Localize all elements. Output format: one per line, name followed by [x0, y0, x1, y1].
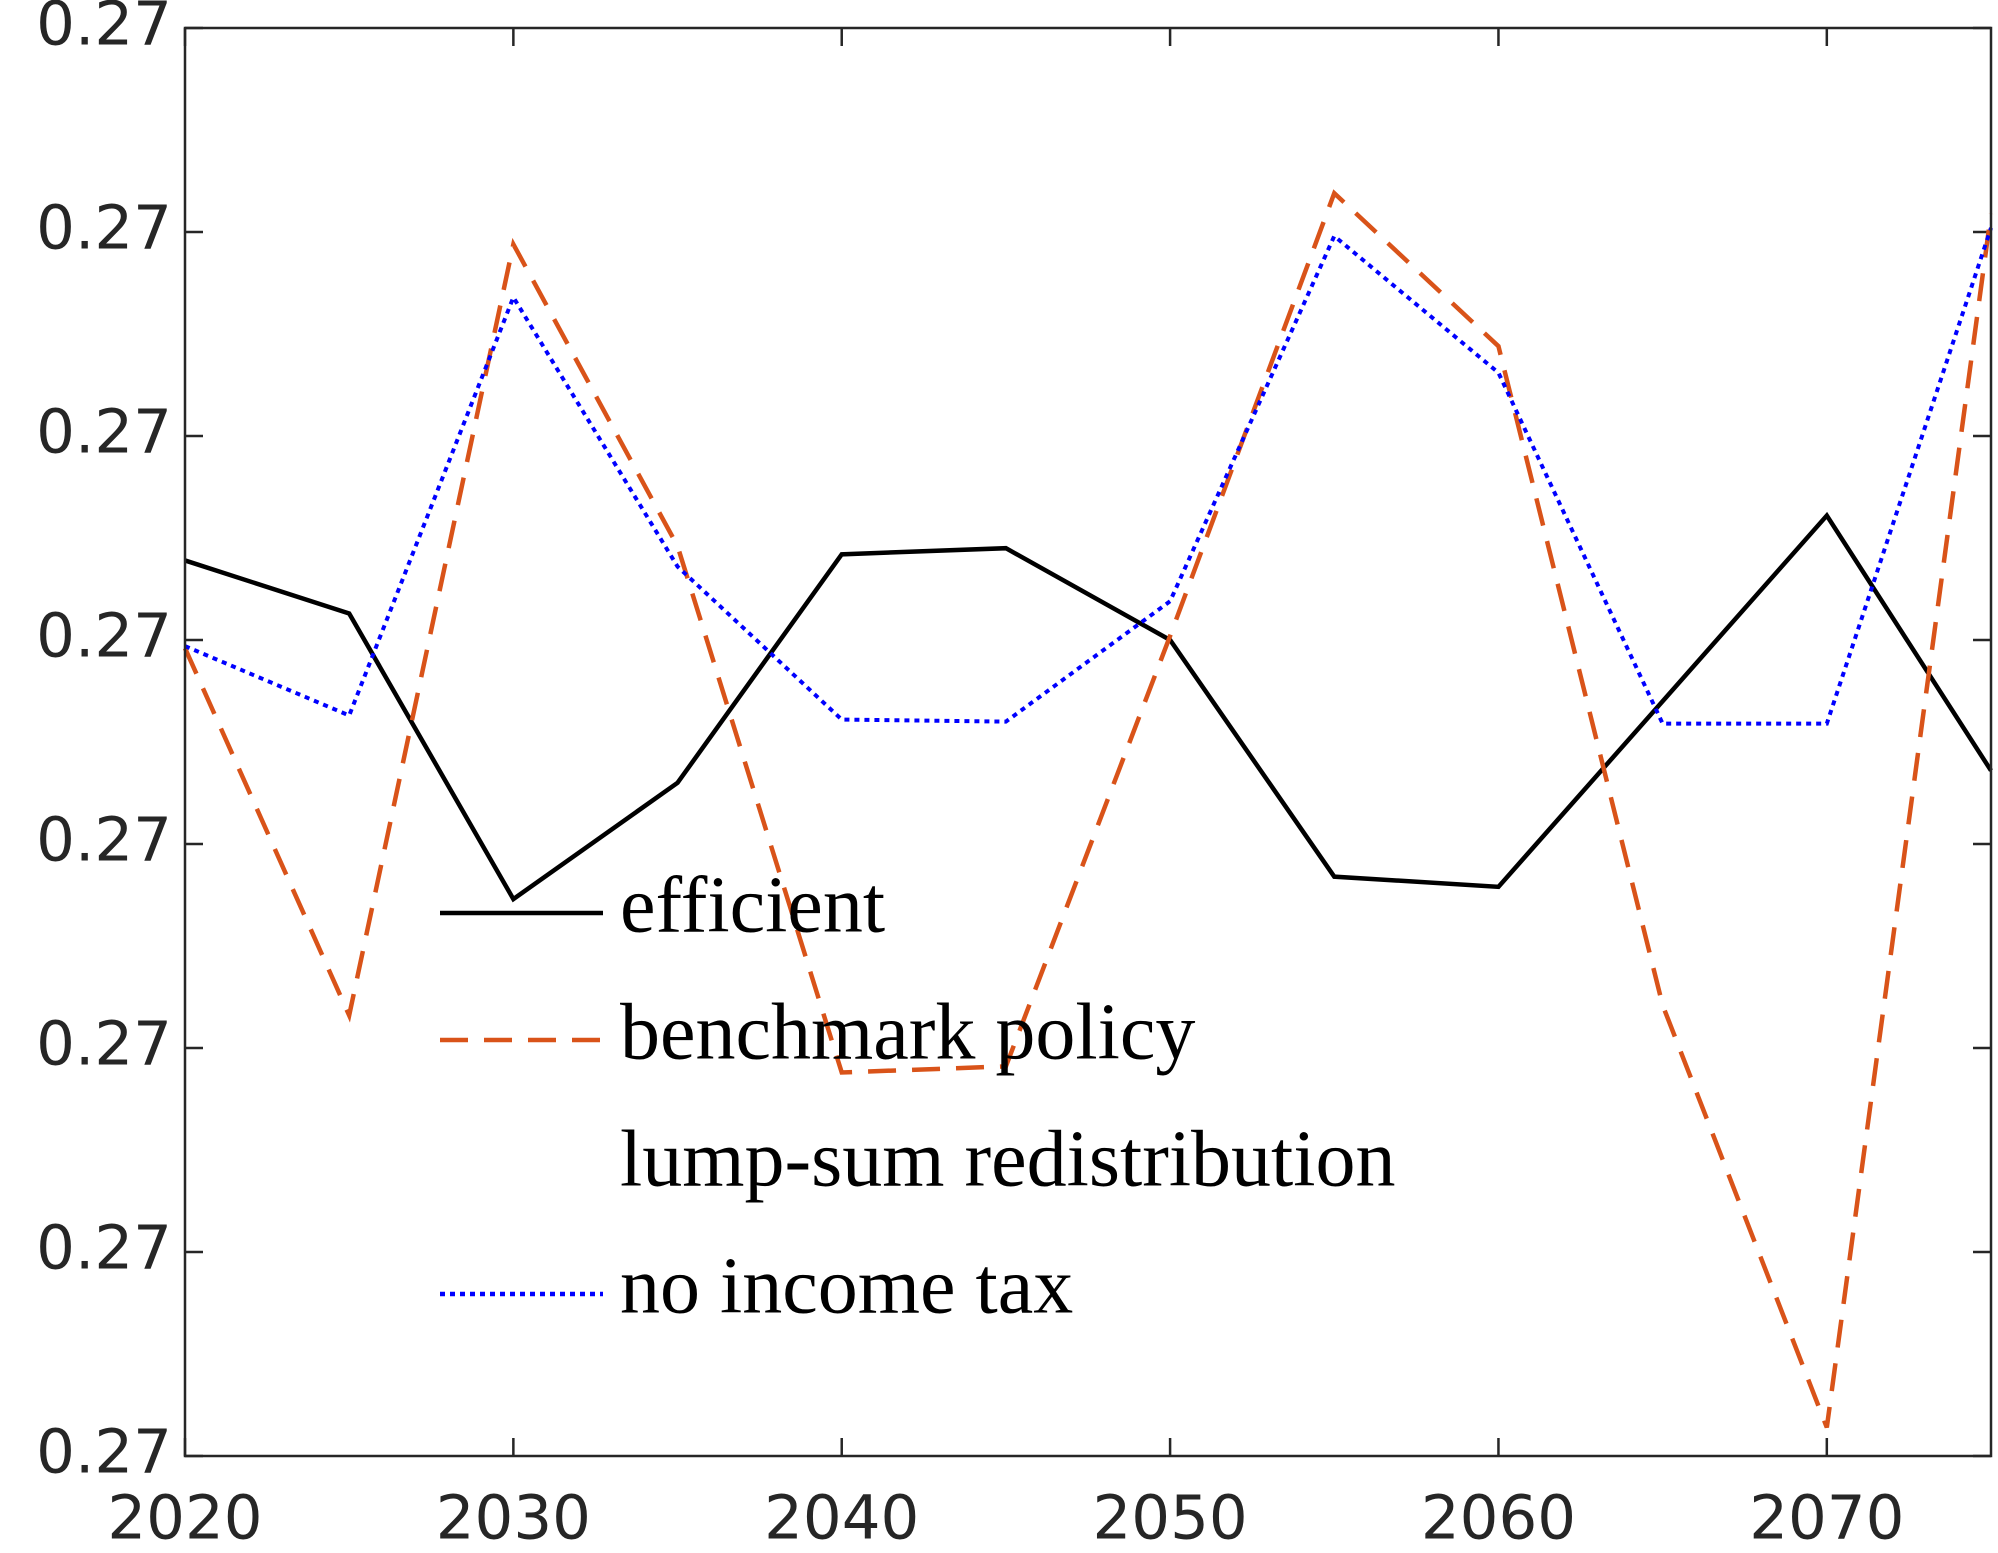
y-tick-label: 0.27: [36, 193, 172, 264]
y-tick-label: 0.27: [36, 805, 172, 876]
x-tick-label: 2060: [1421, 1483, 1576, 1553]
legend-label: lump-sum redistribution: [620, 1115, 1396, 1203]
y-tick-label: 0.27: [36, 397, 172, 468]
series-line: [184, 227, 1993, 726]
x-tick-label: 2020: [107, 1483, 262, 1553]
y-tick-label: 0.27: [36, 0, 172, 60]
legend-label: no income tax: [620, 1242, 1073, 1330]
x-tick-label: 2050: [1092, 1483, 1247, 1553]
plot-frame: [183, 26, 1993, 1458]
series-line: [182, 189, 1994, 1429]
y-tick-label: 0.27: [36, 601, 172, 672]
series-line: [184, 511, 1993, 903]
x-tick-label: 2030: [436, 1483, 591, 1553]
legend-label: efficient: [620, 861, 885, 949]
legend-label: benchmark policy: [620, 988, 1195, 1076]
y-tick-label: 0.27: [36, 1009, 172, 1080]
x-tick-label: 2040: [764, 1483, 919, 1553]
x-tick-label: 2070: [1749, 1483, 1904, 1553]
y-tick-label: 0.27: [36, 1417, 172, 1488]
y-tick-label: 0.27: [36, 1213, 172, 1284]
